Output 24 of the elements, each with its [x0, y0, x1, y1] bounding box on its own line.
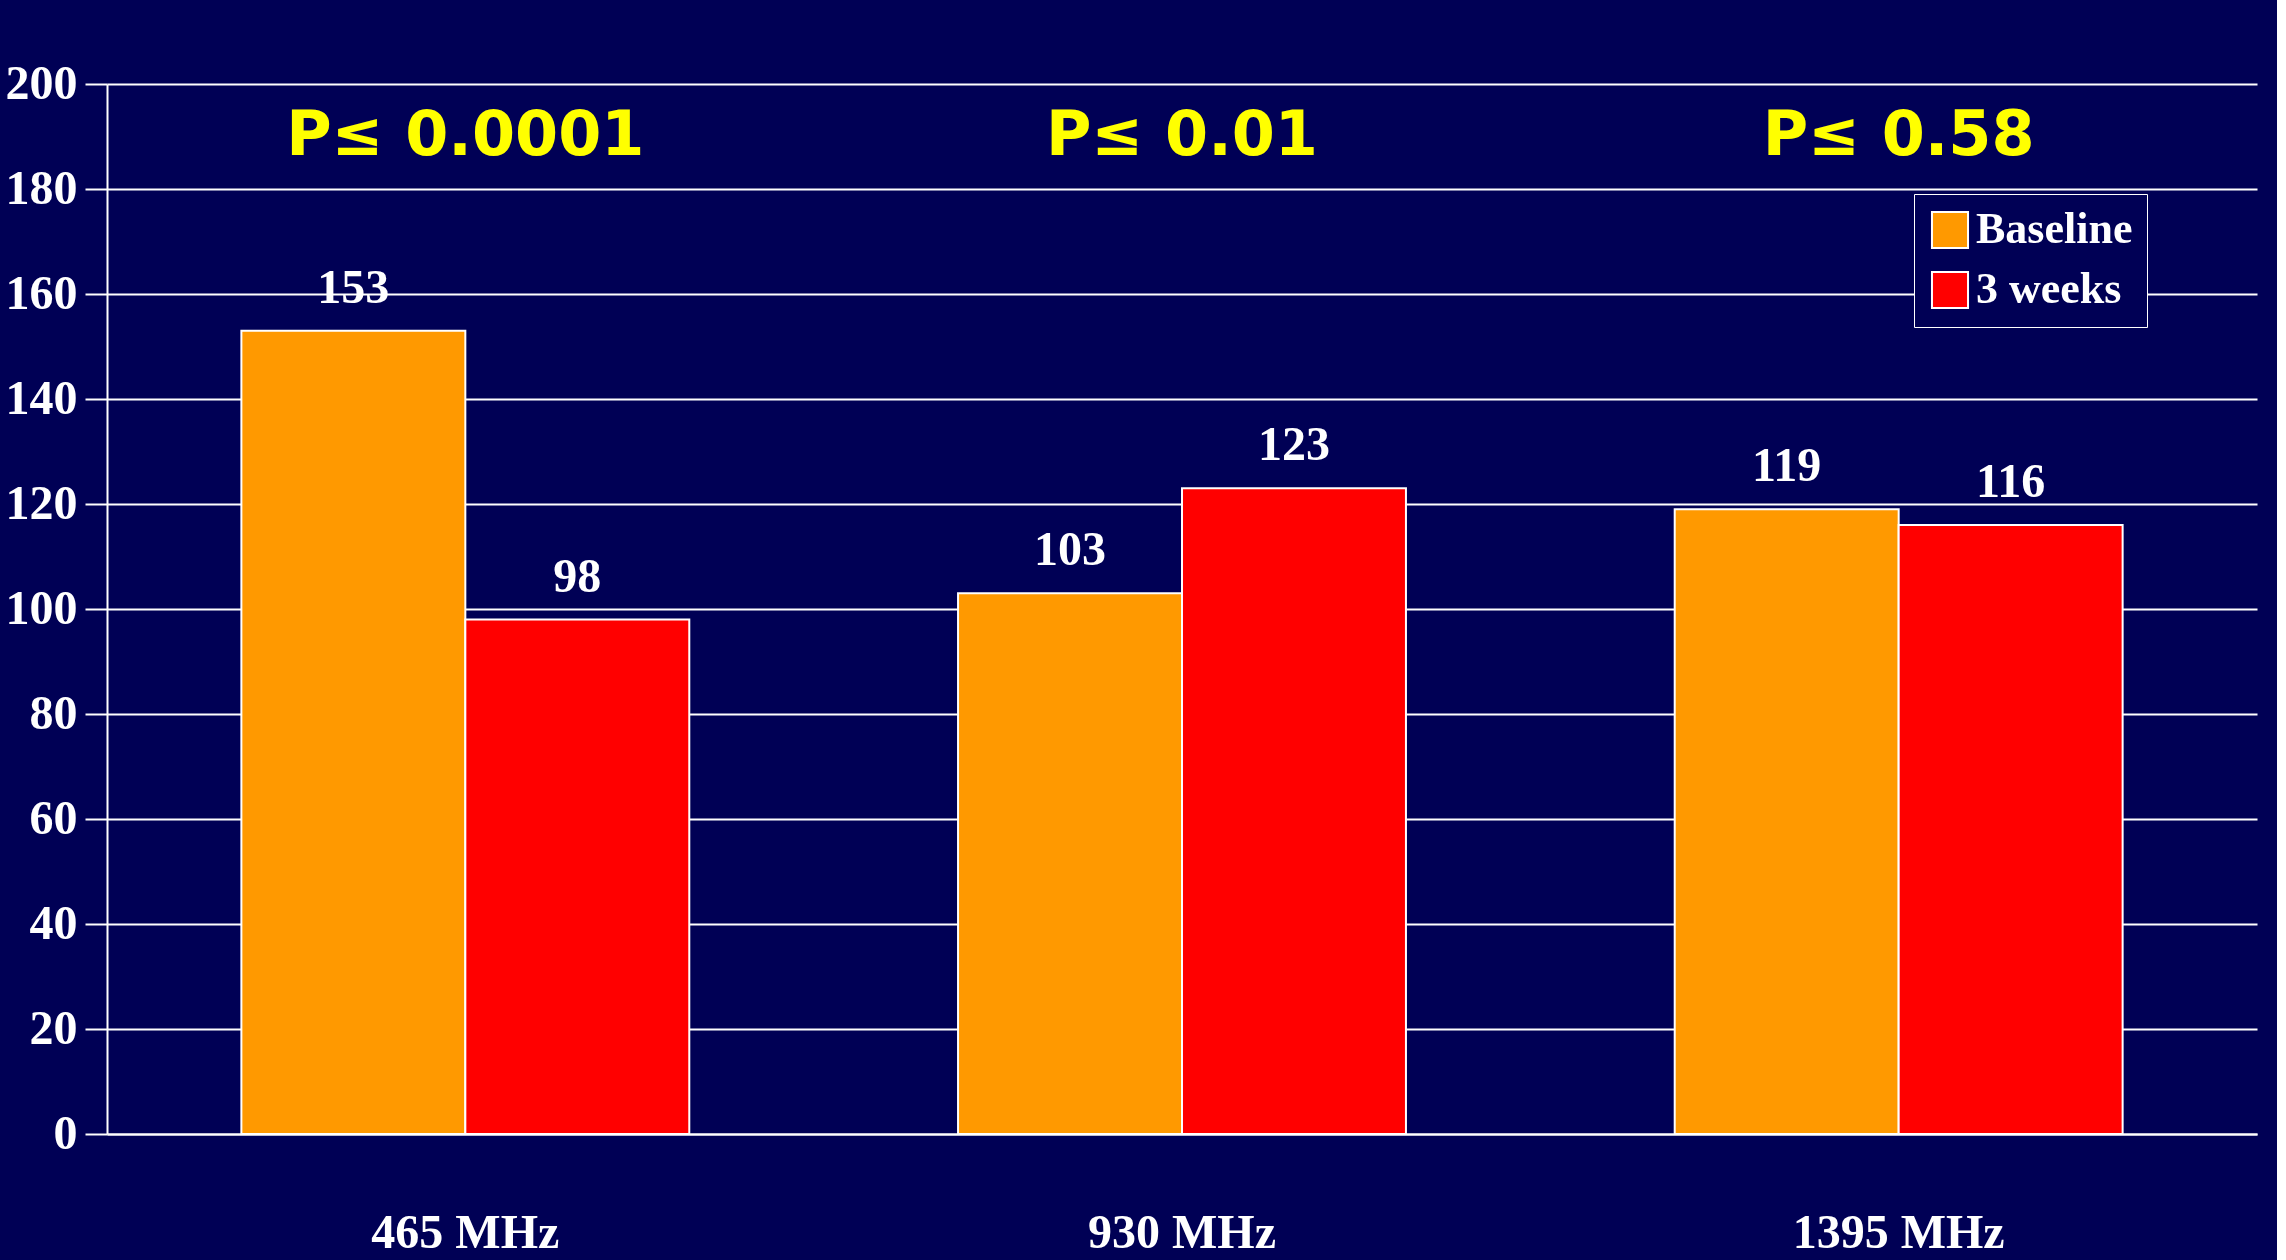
y-tick-label: 180 [5, 160, 78, 214]
annotation: P≤ 0.0001 [286, 97, 645, 170]
data-label: 103 [1034, 522, 1107, 576]
data-label: 119 [1752, 438, 1822, 492]
annotation: P≤ 0.01 [1046, 97, 1318, 170]
y-tick-label: 40 [29, 895, 78, 949]
y-tick-label: 200 [5, 55, 78, 109]
y-tick-label: 80 [29, 685, 78, 739]
y-tick-label: 100 [5, 580, 78, 634]
y-tick-label: 0 [53, 1105, 78, 1159]
y-tick-label: 140 [5, 370, 78, 424]
data-label: 98 [553, 548, 602, 602]
y-tick-label: 60 [29, 790, 78, 844]
legend-label: Baseline [1976, 204, 2133, 253]
annotation: P≤ 0.58 [1762, 97, 2035, 170]
legend-label: 3 weeks [1976, 264, 2122, 313]
x-tick-label: 1395 MHz [1792, 1204, 2005, 1258]
data-label: 123 [1257, 417, 1330, 471]
x-tick-label: 930 MHz [1088, 1204, 1276, 1258]
data-label: 116 [1975, 454, 2046, 507]
y-tick-label: 20 [29, 1000, 78, 1054]
y-tick-label: 160 [5, 265, 78, 319]
x-tick-label: 465 MHz [371, 1204, 560, 1258]
y-tick-label: 120 [5, 475, 78, 529]
